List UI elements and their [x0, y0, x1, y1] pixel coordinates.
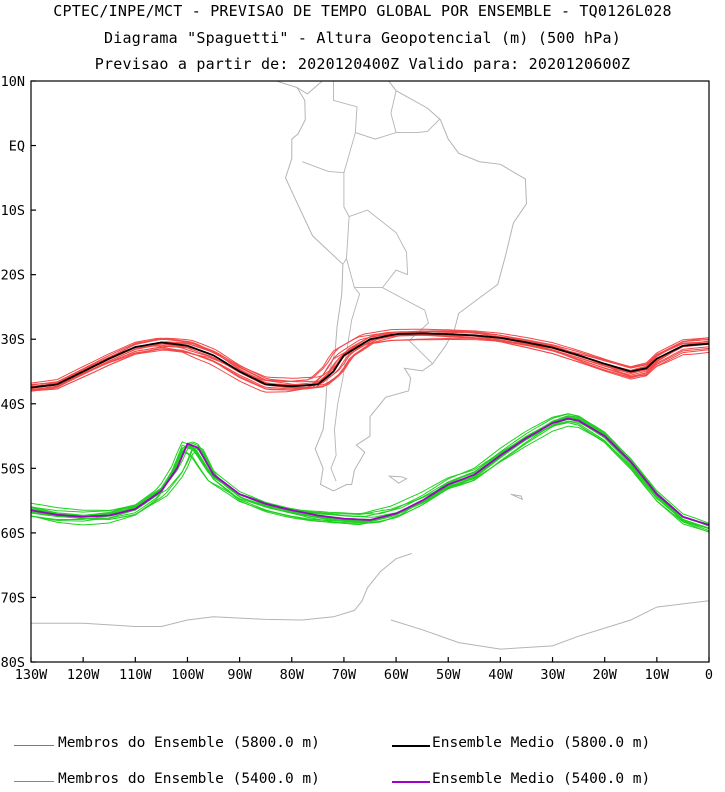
legend-swatch-member-5800	[14, 745, 54, 746]
lon-tick-label: 130W	[15, 667, 48, 683]
lat-tick-label: 10S	[1, 203, 25, 219]
legend-label-member-5800: Membros do Ensemble (5800.0 m)	[58, 735, 320, 751]
lat-tick-label: 60S	[1, 526, 25, 542]
country-border	[342, 172, 350, 265]
lon-tick-label: 40W	[488, 667, 513, 683]
member-line-5800	[31, 328, 709, 384]
lon-tick-label: 100W	[171, 667, 204, 683]
lon-tick-label: 90W	[227, 667, 252, 683]
legend-swatch-member-5400	[14, 781, 54, 782]
lat-tick-label: 30S	[1, 332, 25, 348]
country-border	[348, 209, 409, 275]
lon-tick-label: 120W	[67, 667, 100, 683]
central-america-coastline	[275, 81, 298, 88]
member-line-5800	[31, 334, 709, 391]
contour-lines-layer	[31, 328, 709, 533]
title-line-3: Previsao a partir de: 2020120400Z Valido…	[94, 55, 631, 73]
lon-tick-label: 0	[705, 667, 713, 683]
mean-line-5800	[31, 332, 709, 389]
south-georgia-island	[510, 493, 524, 501]
legend-label-mean-5800: Ensemble Medio (5800.0 m)	[432, 735, 651, 751]
lat-tick-label: 80S	[1, 655, 25, 671]
lat-tick-label: 10N	[1, 74, 25, 90]
plot-frame	[30, 80, 710, 663]
country-border	[355, 132, 397, 140]
country-border	[302, 81, 358, 174]
legend-label-mean-5400: Ensemble Medio (5400.0 m)	[432, 771, 651, 787]
member-line-5400	[31, 415, 709, 526]
member-line-5800	[31, 337, 709, 391]
legend-swatch-mean-5800	[392, 745, 430, 747]
legend-swatch-mean-5400	[392, 781, 430, 783]
lon-tick-label: 50W	[436, 667, 461, 683]
country-border	[390, 90, 441, 134]
lon-tick-label: 60W	[384, 667, 409, 683]
mean-line-5400	[31, 417, 709, 526]
antarctic-coastline	[31, 553, 412, 627]
lon-tick-label: 30W	[540, 667, 565, 683]
title-line-1: CPTEC/INPE/MCT - PREVISAO DE TEMPO GLOBA…	[53, 2, 672, 20]
antarctic-coastline	[390, 600, 709, 650]
lat-tick-label: EQ	[9, 139, 25, 155]
lat-tick-label: 70S	[1, 590, 25, 606]
legend-label-member-5400: Membros do Ensemble (5400.0 m)	[58, 771, 320, 787]
country-border	[382, 287, 426, 311]
lon-tick-label: 10W	[645, 667, 670, 683]
member-line-5800	[31, 333, 709, 393]
lon-tick-label: 110W	[119, 667, 152, 683]
lat-tick-label: 40S	[1, 397, 25, 413]
lon-tick-label: 70W	[332, 667, 357, 683]
lon-tick-label: 20W	[592, 667, 617, 683]
south-america-coastline	[284, 81, 528, 492]
country-border	[354, 269, 408, 289]
lat-tick-label: 50S	[1, 461, 25, 477]
country-border	[330, 258, 361, 482]
falkland-islands	[387, 475, 408, 484]
country-border	[408, 310, 433, 365]
member-line-5800	[31, 331, 709, 387]
title-line-2: Diagrama "Spaguetti" - Altura Geopotenci…	[104, 29, 621, 47]
member-line-5800	[31, 333, 709, 392]
member-line-5400	[31, 417, 709, 524]
lon-tick-label: 80W	[280, 667, 305, 683]
lat-tick-label: 20S	[1, 268, 25, 284]
